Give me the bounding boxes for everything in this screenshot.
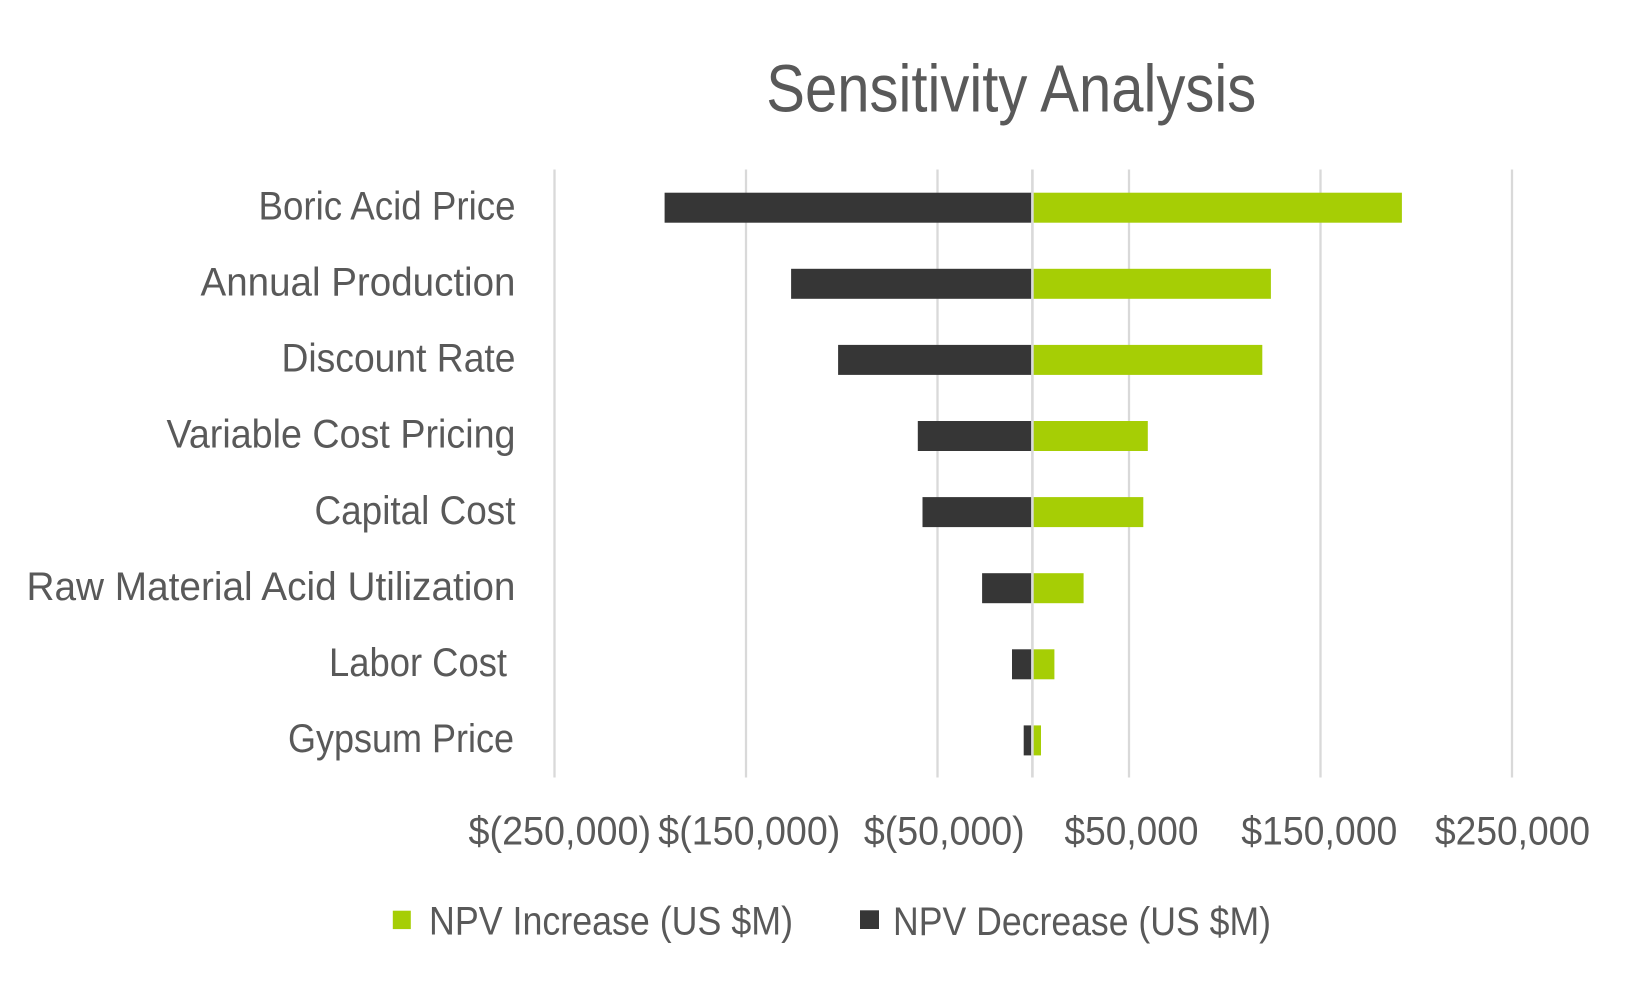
svg-text:$50,000: $50,000: [1065, 810, 1199, 854]
svg-text:$250,000: $250,000: [1435, 810, 1590, 854]
svg-text:NPV Decrease (US $M): NPV Decrease (US $M): [893, 900, 1271, 944]
svg-text:NPV Increase (US $M): NPV Increase (US $M): [429, 900, 793, 944]
svg-text:Labor Cost: Labor Cost: [329, 641, 507, 685]
svg-text:Sensitivity Analysis: Sensitivity Analysis: [766, 53, 1256, 127]
svg-text:$150,000: $150,000: [1241, 810, 1397, 854]
svg-text:Capital Cost: Capital Cost: [315, 489, 516, 533]
svg-text:$(150,000): $(150,000): [658, 810, 840, 854]
svg-text:Gypsum Price: Gypsum Price: [288, 717, 514, 761]
svg-text:Discount Rate: Discount Rate: [282, 337, 516, 381]
svg-text:Annual Production: Annual Production: [201, 261, 516, 305]
svg-text:$(50,000): $(50,000): [864, 810, 1025, 854]
svg-text:Raw Material Acid Utilization: Raw Material Acid Utilization: [27, 565, 516, 609]
svg-text:$(250,000): $(250,000): [469, 810, 652, 854]
svg-text:Boric Acid Price: Boric Acid Price: [259, 184, 516, 228]
svg-text:Variable Cost Pricing: Variable Cost Pricing: [167, 413, 516, 457]
